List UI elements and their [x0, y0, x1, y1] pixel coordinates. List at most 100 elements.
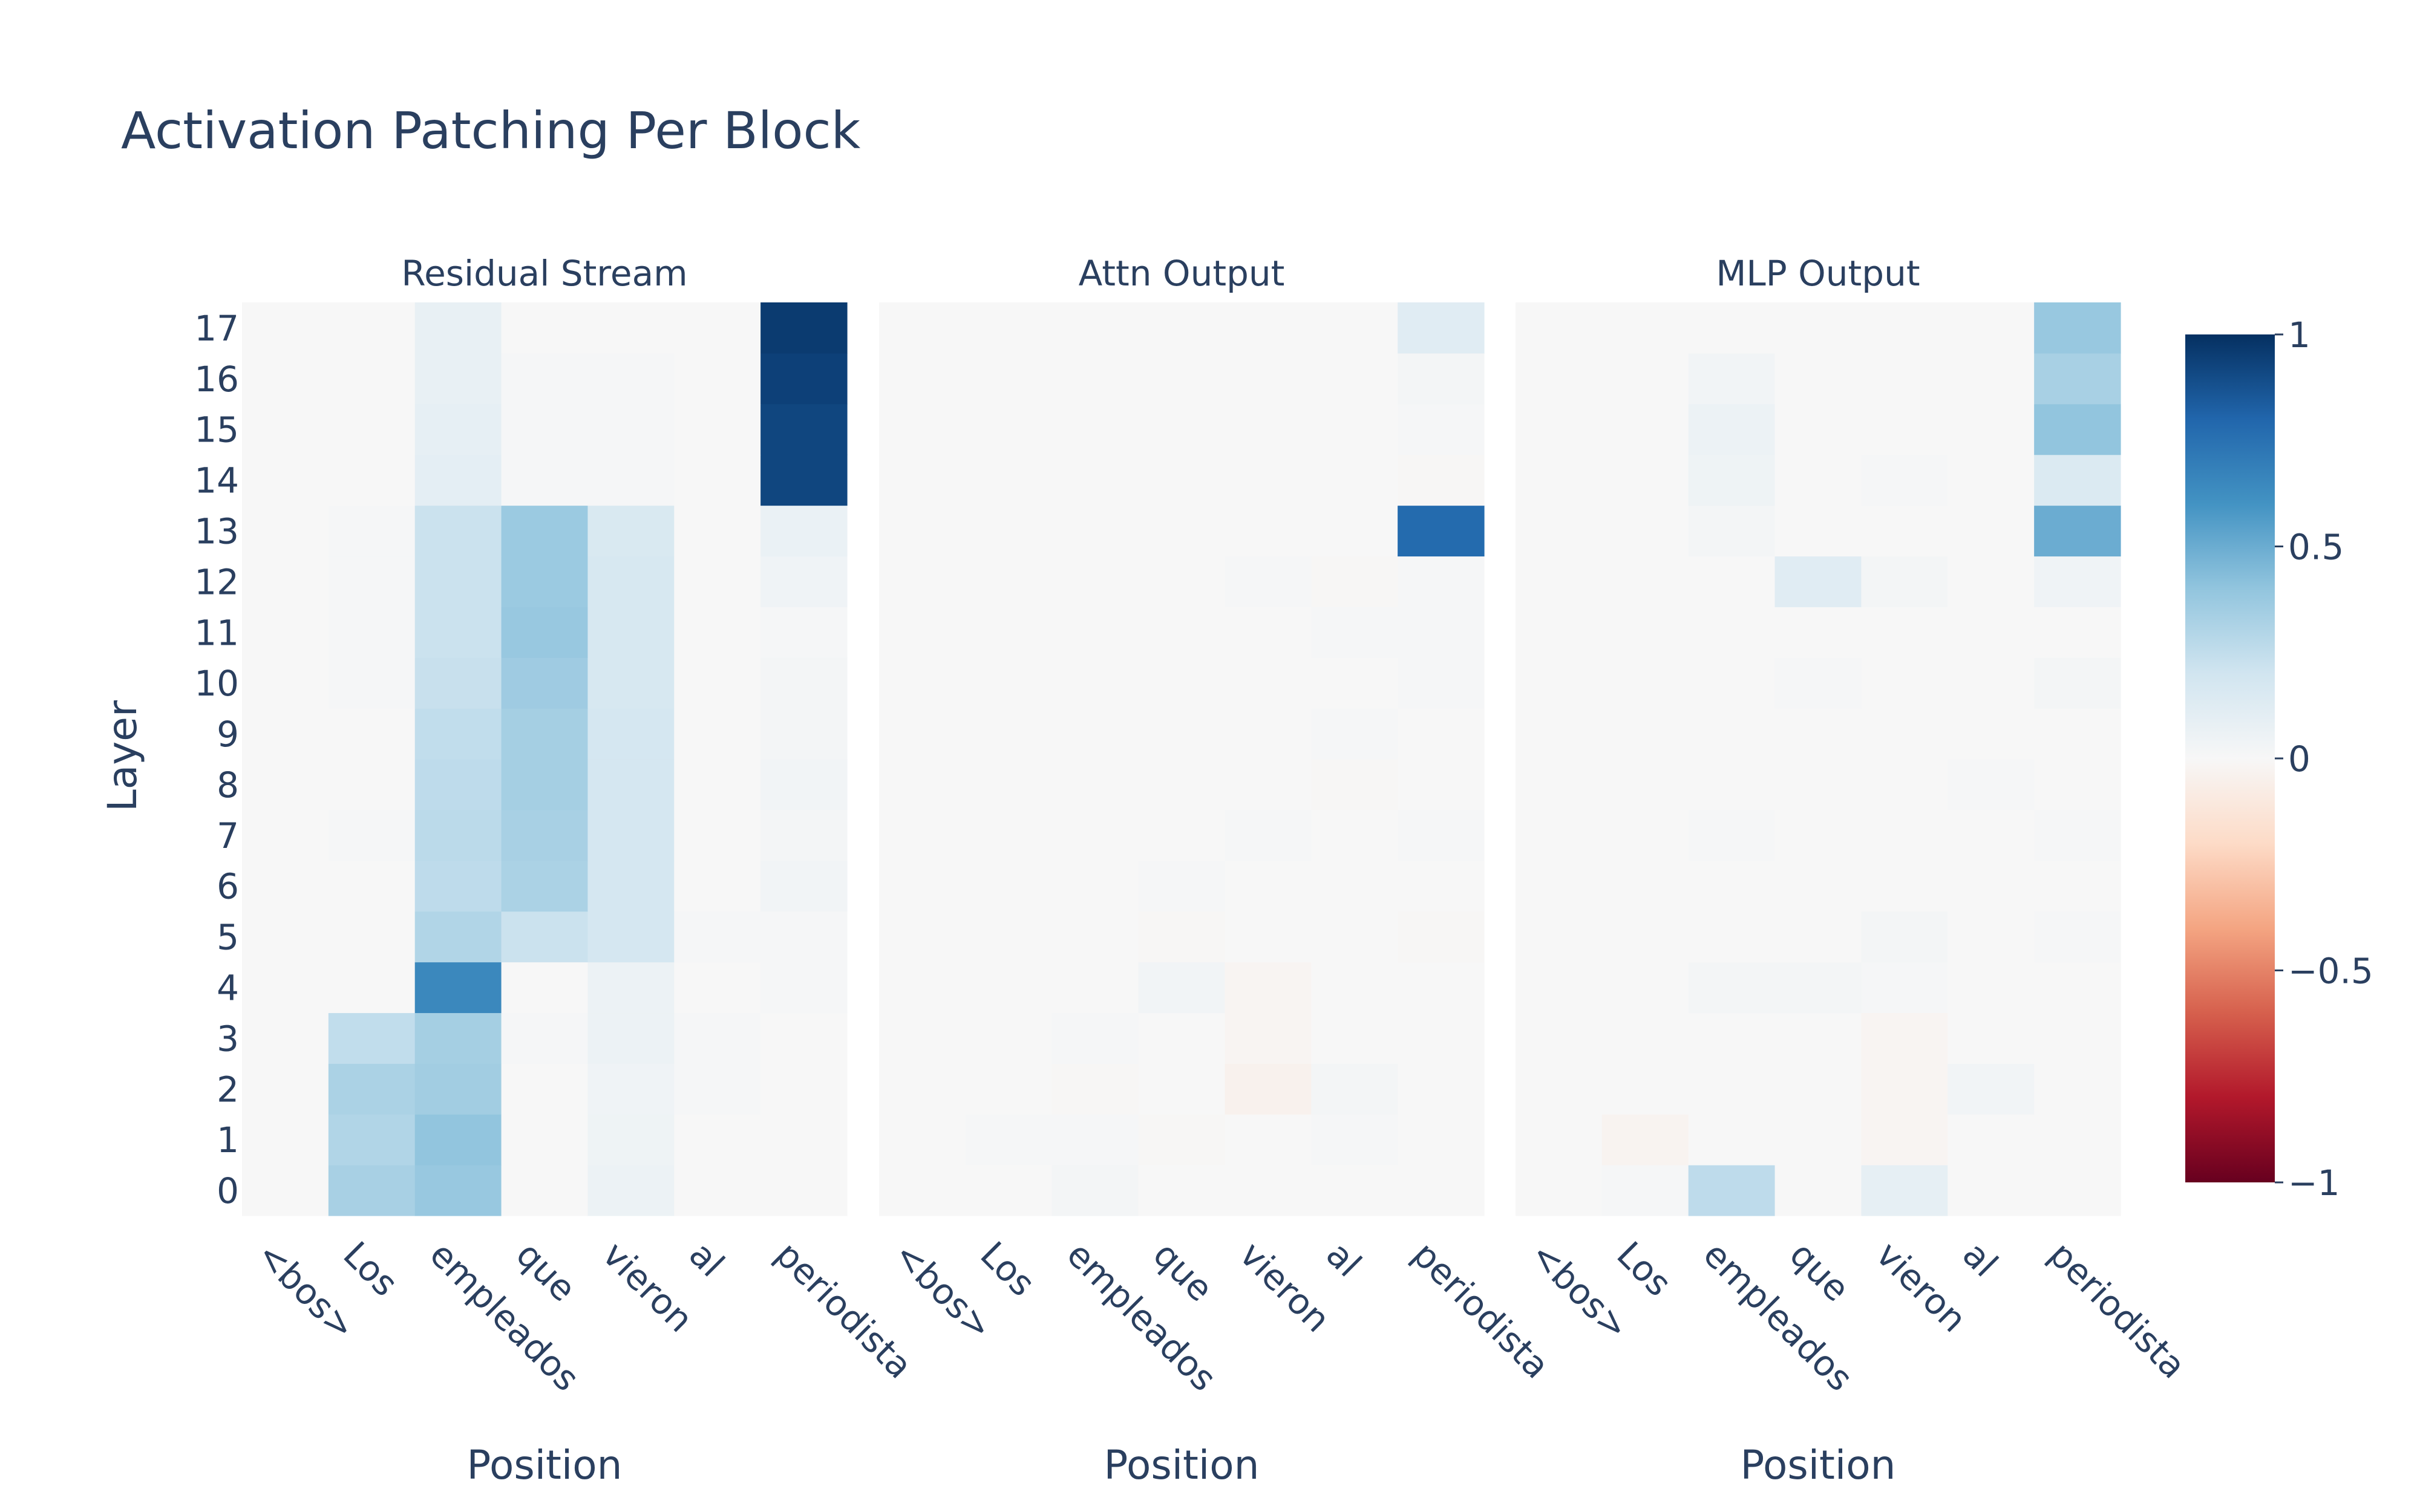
- heatmap-cell: [1138, 860, 1226, 912]
- heatmap-cell: [587, 860, 675, 912]
- heatmap-cell: [328, 1165, 416, 1216]
- heatmap-cell: [1601, 353, 1689, 405]
- heatmap-cell: [1601, 1012, 1689, 1064]
- heatmap-cell: [587, 1012, 675, 1064]
- heatmap-cell: [1861, 860, 1948, 912]
- y-tick-label: 0: [217, 1170, 239, 1211]
- heatmap-cell: [1774, 353, 1862, 405]
- y-tick-label: 6: [217, 866, 239, 907]
- heatmap-cell: [1051, 607, 1139, 658]
- heatmap-cell: [1774, 1165, 1862, 1216]
- colorbar-tick-label: 0.5: [2288, 527, 2344, 568]
- heatmap-cell: [1947, 962, 2035, 1014]
- heatmap-cell: [760, 657, 848, 709]
- heatmap-cell: [1947, 353, 2035, 405]
- heatmap-cell: [2034, 454, 2121, 506]
- heatmap-cell: [1311, 860, 1398, 912]
- heatmap-cell: [1516, 505, 1603, 557]
- heatmap-cell: [587, 556, 675, 607]
- heatmap-cell: [1311, 1063, 1398, 1115]
- heatmap-cell: [1774, 860, 1862, 912]
- heatmap-cell: [1516, 607, 1603, 658]
- heatmap-cell: [1947, 759, 2035, 810]
- heatmap-cell: [501, 505, 589, 557]
- heatmap-cell: [328, 809, 416, 861]
- heatmap-cell: [674, 1012, 761, 1064]
- heatmap-cell: [674, 911, 761, 963]
- heatmap-cell: [1861, 809, 1948, 861]
- colorbar-tick-label: 1: [2288, 314, 2310, 356]
- heatmap-cell: [414, 607, 502, 658]
- heatmap-cell: [1774, 708, 1862, 760]
- heatmap-cell: [1311, 505, 1398, 557]
- heatmap-cell: [1947, 505, 2035, 557]
- heatmap-cell: [1398, 353, 1485, 405]
- heatmap-cell: [965, 911, 1053, 963]
- heatmap-cell: [328, 860, 416, 912]
- heatmap-cell: [760, 1063, 848, 1115]
- heatmap-cell: [1051, 302, 1139, 354]
- heatmap-cell: [587, 353, 675, 405]
- panel-title: Residual Stream: [401, 253, 687, 294]
- heatmap-cell: [1601, 1063, 1689, 1115]
- heatmap-cell: [328, 353, 416, 405]
- heatmap-cell: [1398, 1165, 1485, 1216]
- heatmap-cell: [501, 353, 589, 405]
- heatmap-cell: [1601, 911, 1689, 963]
- heatmap-cell: [1688, 657, 1776, 709]
- heatmap-cell: [760, 1114, 848, 1165]
- y-tick-label: 12: [194, 561, 239, 602]
- heatmap-cell: [879, 962, 966, 1014]
- heatmap-cell: [1774, 556, 1862, 607]
- heatmap-cell: [879, 911, 966, 963]
- heatmap-cell: [414, 911, 502, 963]
- heatmap-cell: [414, 302, 502, 354]
- heatmap-cell: [414, 1165, 502, 1216]
- heatmap-cell: [674, 759, 761, 810]
- colorbar-tick-label: −0.5: [2288, 951, 2373, 992]
- heatmap-cell: [1774, 911, 1862, 963]
- heatmap-cell: [1947, 657, 2035, 709]
- heatmap-cell: [1601, 302, 1689, 354]
- heatmap-cell: [2034, 860, 2121, 912]
- heatmap-cell: [965, 302, 1053, 354]
- heatmap-cell: [1861, 607, 1948, 658]
- heatmap-cell: [1516, 1012, 1603, 1064]
- heatmap-cell: [1051, 556, 1139, 607]
- heatmap-cell: [328, 1012, 416, 1064]
- heatmap-cell: [587, 607, 675, 658]
- heatmap-cell: [1225, 962, 1312, 1014]
- heatmap-cell: [1688, 708, 1776, 760]
- heatmap-cell: [1225, 353, 1312, 405]
- colorbar: 1 0.5 0 −0.5 −1: [2185, 314, 2373, 1204]
- heatmap-cell: [501, 1114, 589, 1165]
- heatmap-cell: [1051, 657, 1139, 709]
- heatmap-cell: [1688, 759, 1776, 810]
- heatmap-cell: [242, 1165, 329, 1216]
- heatmap-cell: [674, 607, 761, 658]
- heatmap-cell: [1138, 505, 1226, 557]
- heatmap-cell: [328, 505, 416, 557]
- heatmap-cell: [1051, 708, 1139, 760]
- heatmap-cell: [1688, 860, 1776, 912]
- heatmap-cell: [1311, 708, 1398, 760]
- heatmap-cell: [1774, 403, 1862, 455]
- heatmap-cell: [1516, 759, 1603, 810]
- heatmap-cell: [965, 556, 1053, 607]
- heatmap-cell: [328, 556, 416, 607]
- heatmap-cell: [2034, 962, 2121, 1014]
- heatmap-cell: [674, 809, 761, 861]
- heatmap-cell: [1225, 708, 1312, 760]
- heatmap-cell: [674, 860, 761, 912]
- heatmap-cell: [501, 1165, 589, 1216]
- heatmap-cell: [879, 657, 966, 709]
- heatmap-cell: [1311, 556, 1398, 607]
- heatmap-cell: [879, 454, 966, 506]
- heatmap-cell: [965, 708, 1053, 760]
- heatmap-cell: [674, 302, 761, 354]
- heatmap-cell: [1225, 607, 1312, 658]
- heatmap-cell: [1138, 657, 1226, 709]
- heatmap-cell: [760, 353, 848, 405]
- heatmap-cell: [1947, 302, 2035, 354]
